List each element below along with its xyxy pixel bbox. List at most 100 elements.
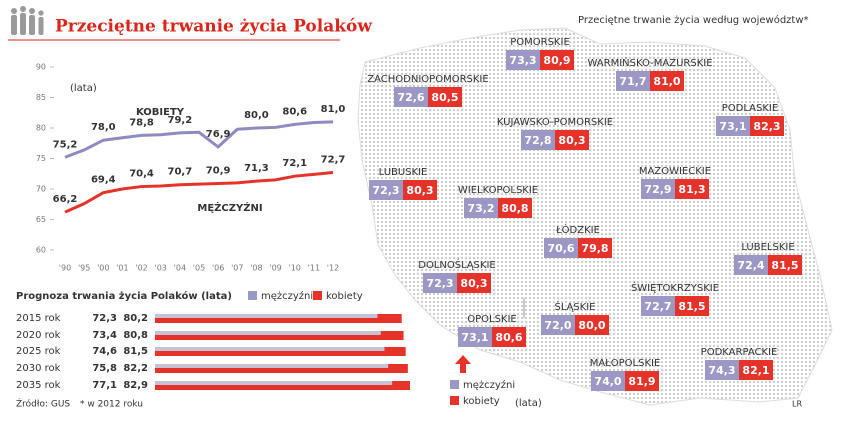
data-label: 72,7 bbox=[321, 155, 346, 166]
title: Przeciętne trwanie życia Polaków bbox=[55, 17, 372, 37]
category-label: 2015 rok bbox=[16, 313, 61, 324]
category-label: 2035 rok bbox=[16, 380, 61, 391]
data-label: 80,2 bbox=[123, 313, 148, 324]
region-box bbox=[458, 327, 492, 347]
region-value: 74,0 bbox=[594, 375, 621, 388]
region-value: 72,7 bbox=[644, 300, 671, 313]
region-value: 72,4 bbox=[737, 259, 764, 272]
series-name: MĘŻCZYŹNI bbox=[197, 200, 262, 214]
region-value: 73,3 bbox=[509, 54, 536, 67]
data-label: 78,8 bbox=[129, 117, 154, 128]
map-title: Przeciętne trwanie życia według wojewódz… bbox=[578, 14, 809, 26]
x-tick-label: '90 bbox=[59, 264, 71, 273]
data-label: 74,6 bbox=[92, 346, 117, 357]
region-name: PODLASKIE bbox=[722, 103, 778, 114]
data-label: 70,7 bbox=[168, 167, 193, 178]
data-label: 69,4 bbox=[91, 175, 116, 186]
legend-swatch bbox=[450, 380, 459, 389]
region-value: 81,5 bbox=[678, 300, 705, 313]
data-label: 79,2 bbox=[168, 115, 193, 126]
bar bbox=[155, 347, 406, 356]
bar bbox=[155, 364, 389, 368]
data-label: 80,0 bbox=[244, 110, 269, 121]
x-tick-label: '09 bbox=[269, 264, 281, 273]
region-value: 81,9 bbox=[628, 375, 655, 388]
region-box bbox=[555, 130, 589, 150]
region-value: 80,6 bbox=[495, 331, 522, 344]
map-unit: (lata) bbox=[515, 398, 542, 409]
x-tick-label: '95 bbox=[78, 264, 90, 273]
region-name: LUBUSKIE bbox=[379, 167, 428, 178]
map-outline bbox=[357, 27, 833, 406]
data-label: 75,2 bbox=[53, 139, 78, 150]
y-tick-label: 70 bbox=[36, 185, 46, 194]
x-tick-label: '00 bbox=[97, 264, 109, 273]
region-value: 71,7 bbox=[619, 75, 646, 88]
x-tick-label: '02 bbox=[135, 264, 147, 273]
region-box bbox=[369, 180, 403, 200]
data-label: 82,9 bbox=[123, 380, 148, 391]
y-tick-label: 60 bbox=[36, 246, 46, 255]
data-label: 77,1 bbox=[92, 380, 117, 391]
legend-swatch bbox=[450, 396, 459, 405]
region-name: ŚLĄSKIE bbox=[555, 300, 596, 313]
region-name: PODKARPACKIE bbox=[701, 347, 778, 358]
y-tick-label: 75 bbox=[36, 154, 46, 163]
bar bbox=[155, 347, 385, 351]
region-value: 73,1 bbox=[461, 331, 488, 344]
credit: LR bbox=[792, 400, 802, 409]
bar bbox=[155, 331, 381, 335]
source: Źródło: GUS bbox=[16, 398, 70, 410]
series-name: KOBIETY bbox=[136, 107, 185, 118]
arrow bbox=[455, 355, 471, 373]
region-box bbox=[521, 130, 555, 150]
region-box bbox=[734, 255, 768, 275]
region-value: 80,5 bbox=[431, 91, 458, 104]
region-box bbox=[591, 371, 625, 391]
region-value: 72,3 bbox=[372, 184, 399, 197]
region-name: WARMIŃSKO-MAZURSKIE bbox=[587, 56, 712, 69]
region-value: 79,8 bbox=[581, 242, 608, 255]
region-value: 80,3 bbox=[558, 134, 585, 147]
region-box bbox=[492, 327, 526, 347]
data-label: 72,3 bbox=[92, 313, 117, 324]
region-value: 82,3 bbox=[753, 120, 780, 133]
data-label: 82,2 bbox=[123, 363, 148, 374]
x-tick-label: '10 bbox=[289, 264, 301, 273]
region-box bbox=[540, 50, 574, 70]
region-box bbox=[423, 273, 457, 293]
data-label: 76,9 bbox=[206, 129, 231, 140]
x-tick-label: '04 bbox=[174, 264, 186, 273]
region-value: 80,3 bbox=[406, 184, 433, 197]
region-value: 72,6 bbox=[397, 91, 424, 104]
region-value: 72,9 bbox=[644, 183, 671, 196]
x-tick-label: '03 bbox=[155, 264, 167, 273]
region-value: 74,3 bbox=[708, 364, 735, 377]
region-value: 81,3 bbox=[678, 183, 705, 196]
region-box bbox=[768, 255, 802, 275]
region-box bbox=[641, 179, 675, 199]
region-value: 72,3 bbox=[426, 277, 453, 290]
region-box bbox=[544, 238, 578, 258]
region-name: ŚWIĘTOKRZYSKIE bbox=[631, 281, 719, 294]
region-value: 73,1 bbox=[719, 120, 746, 133]
bar bbox=[155, 331, 404, 340]
region-box bbox=[578, 238, 612, 258]
region-value: 80,8 bbox=[501, 202, 528, 215]
legend-label: mężczyźni bbox=[261, 290, 313, 302]
region-box bbox=[716, 116, 750, 136]
bar bbox=[155, 381, 393, 385]
region-value: 80,9 bbox=[543, 54, 570, 67]
region-name: ZACHODNIOPOMORSKIE bbox=[367, 74, 488, 85]
x-tick-label: '08 bbox=[250, 264, 262, 273]
region-box bbox=[575, 315, 609, 335]
y-tick-label: 80 bbox=[36, 124, 46, 133]
y-tick-label: 85 bbox=[36, 93, 46, 102]
bar bbox=[155, 364, 408, 373]
region-name: MAŁOPOLSKIE bbox=[590, 358, 661, 369]
header-icon bbox=[11, 6, 44, 35]
region-box bbox=[739, 360, 773, 380]
region-name: LUBELSKIE bbox=[741, 242, 794, 253]
region-value: 82,1 bbox=[742, 364, 769, 377]
